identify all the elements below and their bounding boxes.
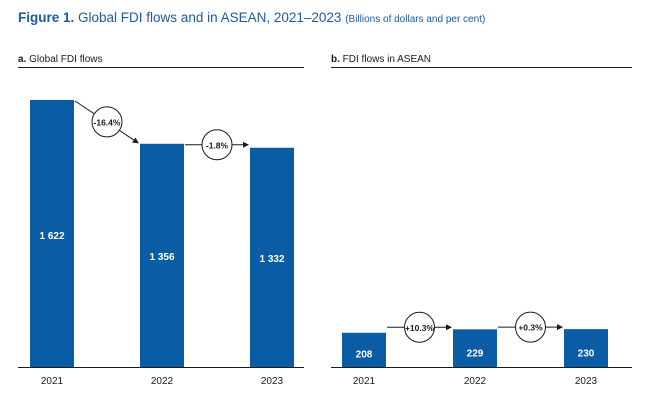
- change-circle: [201, 129, 233, 161]
- x-tick-label: 2022: [151, 376, 174, 387]
- panel-a-title: a. Global FDI flows: [18, 54, 102, 65]
- bar-value-label: 1 332: [259, 254, 284, 265]
- x-tick-label: 2023: [261, 376, 284, 387]
- bar-value-label: 230: [578, 348, 595, 359]
- panel-b-title: b. FDI flows in ASEAN: [331, 54, 431, 65]
- x-tick-label: 2022: [464, 376, 487, 387]
- change-circle: [404, 311, 435, 343]
- bar-2022: [453, 329, 497, 367]
- change-annotation: +0.3%: [498, 311, 563, 343]
- change-annotation: -1.8%: [185, 129, 249, 161]
- figure-subtitle: (Billions of dollars and per cent): [345, 14, 486, 25]
- bar-value-label: 229: [467, 348, 484, 359]
- change-circle: [515, 311, 546, 343]
- change-circle: [91, 106, 123, 138]
- bar-2023: [564, 329, 608, 367]
- change-annotation: +10.3%: [387, 311, 452, 343]
- panel-b-letter: b.: [331, 54, 340, 65]
- bar-2021: [342, 332, 386, 367]
- bar-value-label: 1 356: [149, 252, 174, 263]
- figure-title-text: Global FDI flows and in ASEAN, 2021–2023: [78, 10, 342, 25]
- bar-2023: [250, 147, 294, 367]
- panel-b: 208 2021 229 2022 230 2023 +10.3% +0.3%: [331, 311, 632, 387]
- bar-2021: [30, 100, 74, 367]
- bar-value-label: 208: [356, 349, 373, 360]
- figure-title: Figure 1. Global FDI flows and in ASEAN,…: [18, 10, 485, 25]
- panel-b-title-text: FDI flows in ASEAN: [342, 54, 432, 65]
- x-tick-label: 2021: [353, 376, 376, 387]
- change-label: +10.3%: [405, 323, 435, 333]
- panel-a-rule: [18, 67, 304, 68]
- change-label: -1.8%: [206, 140, 229, 150]
- panel-b-rule: [331, 67, 632, 68]
- bar-2022: [140, 143, 184, 367]
- panel-a: 1 622 2021 1 356 2022 1 332 2023 -16.4% -1.8%: [18, 100, 304, 387]
- x-tick-label: 2023: [575, 376, 598, 387]
- change-annotation: -16.4%: [74, 100, 139, 144]
- bar-value-label: 1 622: [39, 231, 64, 242]
- change-label: +0.3%: [518, 323, 543, 333]
- panel-a-title-text: Global FDI flows: [29, 54, 103, 65]
- panel-a-letter: a.: [18, 54, 27, 65]
- x-tick-label: 2021: [41, 376, 64, 387]
- change-label: -16.4%: [94, 117, 121, 127]
- figure-label: Figure 1.: [18, 10, 75, 25]
